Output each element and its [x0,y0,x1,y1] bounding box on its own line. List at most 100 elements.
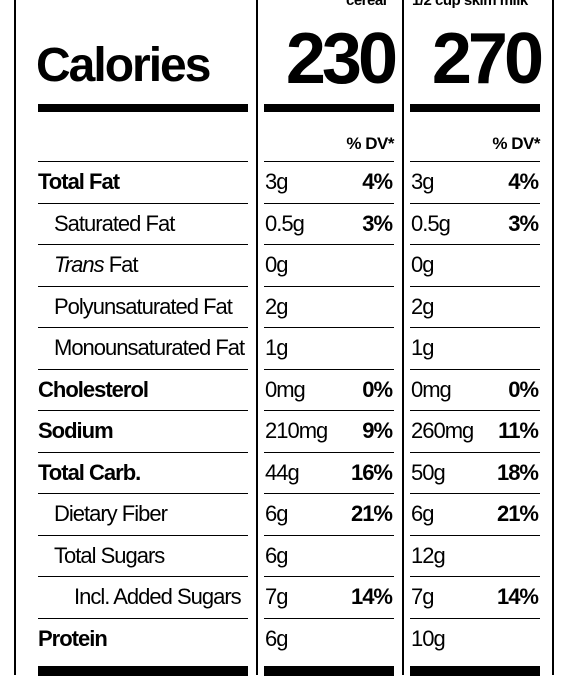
row-divider [38,244,248,245]
row-divider [264,203,394,204]
row-divider [38,203,248,204]
row-divider [410,410,540,411]
dv-milk: 0% [508,376,539,402]
amount-cereal: 6g [265,501,289,526]
row-divider [264,327,394,328]
dv-milk: 11% [498,418,539,443]
nutrient-name: Total Fat [38,169,120,194]
dv-cereal: 16% [350,459,393,485]
amount-cereal: 6g [265,625,289,651]
row-divider [410,493,540,494]
bottom-rule [38,666,248,676]
amount-milk: 0g [411,252,435,277]
column-divider-1 [256,0,258,675]
amount-cereal: 0g [265,252,289,277]
amount-milk: 6g [411,501,435,526]
amount-cereal: 44g [265,459,300,485]
dv-header-cereal: % DV* [346,134,394,153]
amount-cereal: 0.5g [265,210,305,236]
row-divider [38,161,248,162]
label-right-border [552,0,554,675]
dv-cereal: 4% [362,169,393,194]
row-divider [38,410,248,411]
amount-cereal: 0mg [265,376,306,402]
row-divider [264,493,394,494]
dv-milk: 3% [508,210,539,236]
amount-milk: 50g [411,459,446,485]
calories-label: Calories [36,39,211,92]
dv-header-milk: % DV* [492,134,540,153]
row-divider [410,535,540,536]
row-divider [38,369,248,370]
amount-cereal: 1g [265,335,289,360]
row-divider [38,327,248,328]
row-divider [264,286,394,287]
column-header-cereal: cereal [346,0,387,9]
row-divider [38,576,248,577]
amount-cereal: 210mg [265,418,328,443]
row-divider [38,535,248,536]
row-divider [38,452,248,453]
amount-milk: 1g [411,335,435,360]
row-divider [410,244,540,245]
row-divider [264,576,394,577]
dv-cereal: 14% [350,584,393,609]
nutrient-name: Saturated Fat [54,210,175,236]
row-divider [264,535,394,536]
nutrient-name: Polyunsaturated Fat [54,293,233,319]
row-divider [264,161,394,162]
row-divider [264,244,394,245]
amount-milk: 2g [411,293,435,319]
nutrient-name: Trans Fat [54,252,139,277]
nutrient-name: Cholesterol [38,376,149,402]
amount-cereal: 2g [265,293,289,319]
nutrient-name: Incl. Added Sugars [74,584,242,609]
amount-cereal: 6g [265,542,289,568]
thick-rule [264,104,394,112]
row-divider [410,327,540,328]
row-divider [410,369,540,370]
nutrient-name: Dietary Fiber [54,501,168,526]
amount-milk: 0mg [411,376,452,402]
row-divider [410,286,540,287]
dv-milk: 18% [496,459,539,485]
amount-cereal: 3g [265,169,289,194]
row-divider [264,369,394,370]
dv-milk: 4% [508,169,539,194]
row-divider [264,410,394,411]
thick-rule [410,104,540,112]
bottom-rule [264,666,394,676]
nutrient-name: Protein [38,625,108,651]
column-header-milk: 1/2 cup skim milk [412,0,528,9]
row-divider [264,452,394,453]
row-divider [38,618,248,619]
amount-milk: 0.5g [411,210,451,236]
amount-cereal: 7g [265,584,289,609]
nutrient-name: Sodium [38,418,114,443]
row-divider [410,203,540,204]
row-divider [410,576,540,577]
thick-rule [38,104,248,112]
amount-milk: 12g [411,542,446,568]
row-divider [410,161,540,162]
column-divider-2 [402,0,404,675]
dv-cereal: 9% [362,418,393,443]
row-divider [264,618,394,619]
dv-milk: 14% [496,584,539,609]
row-divider [38,286,248,287]
row-divider [410,452,540,453]
calories-value-cereal: 230 [285,19,398,99]
amount-milk: 7g [411,584,435,609]
amount-milk: 260mg [411,418,474,443]
row-divider [38,493,248,494]
nutrient-name-italic: Trans [54,252,105,277]
nutrient-name: Total Sugars [54,542,165,568]
bottom-rule [410,666,540,676]
dv-cereal: 21% [350,501,393,526]
amount-milk: 10g [411,625,446,651]
nutrient-name: Monounsaturated Fat [54,335,245,360]
nutrient-name: Total Carb. [38,459,141,485]
dv-cereal: 0% [362,376,393,402]
calories-value-milk: 270 [431,19,544,99]
label-left-border [14,0,16,675]
